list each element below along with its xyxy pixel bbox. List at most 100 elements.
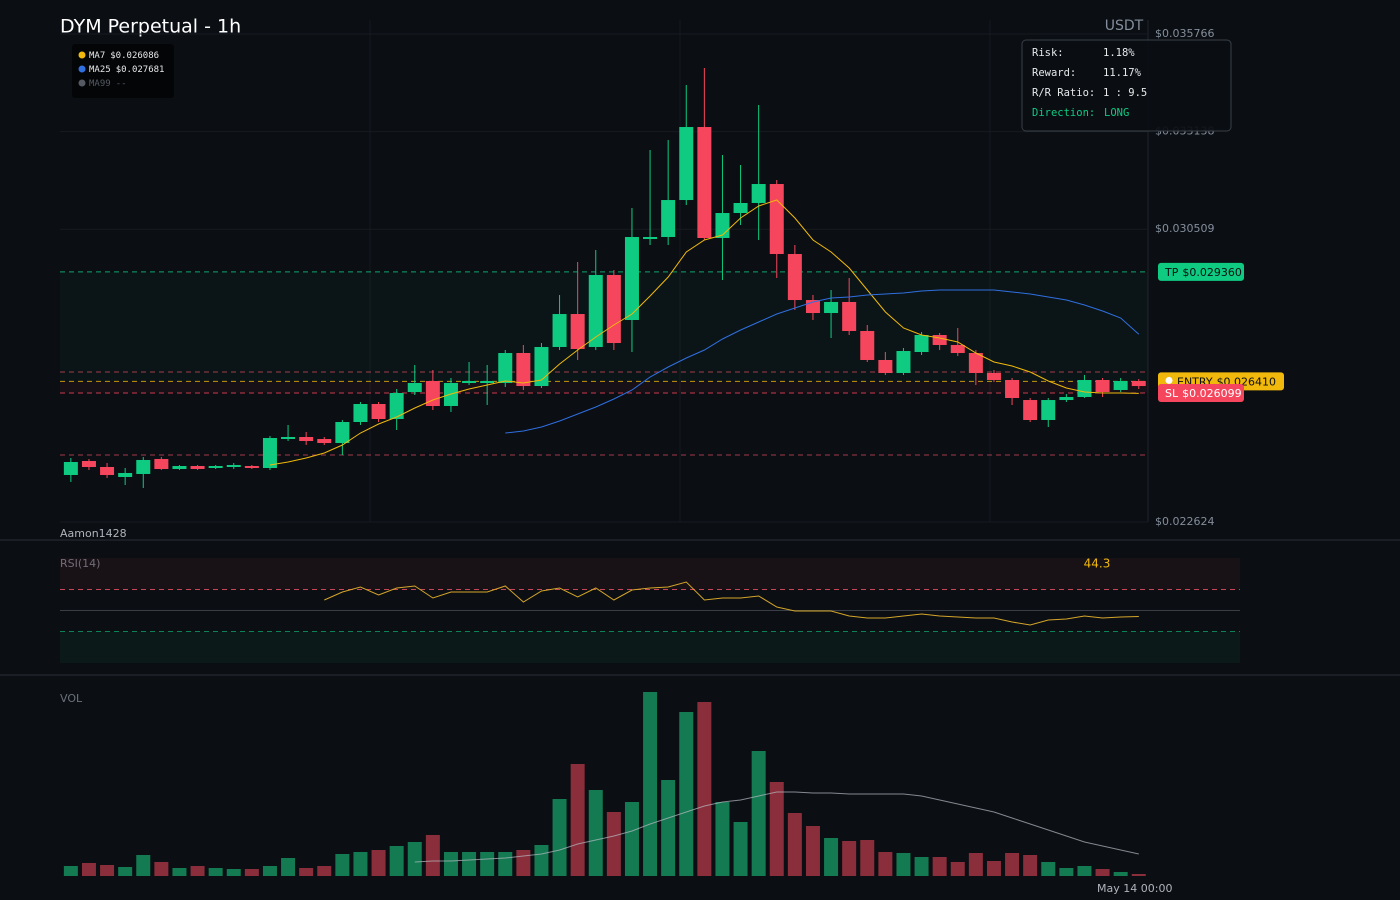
volume-bar	[226, 869, 241, 876]
candle-body	[136, 459, 151, 474]
candle-body	[244, 466, 259, 469]
volume-bar	[1131, 874, 1146, 876]
volume-bar	[715, 802, 730, 876]
candle-body	[498, 353, 513, 384]
volume-bar	[1005, 853, 1020, 876]
rsi-title: RSI(14)	[60, 557, 100, 570]
legend-dot	[78, 51, 86, 59]
volume-bar	[81, 863, 96, 876]
volume-bar	[443, 852, 458, 876]
candle-body	[371, 403, 386, 419]
candle-body	[1095, 380, 1110, 392]
volume-bar	[986, 861, 1001, 876]
legend-name: MA99	[89, 79, 111, 89]
volume-bar	[1041, 862, 1056, 876]
volume-bar	[950, 862, 965, 876]
volume-bar	[1023, 855, 1038, 876]
volume-bar	[751, 751, 766, 876]
volume-bar	[805, 826, 820, 876]
candle-body	[281, 437, 296, 440]
candle-body	[914, 334, 929, 353]
risk-label: Reward:	[1032, 67, 1076, 79]
volume-bar	[208, 868, 223, 876]
candle-body	[317, 439, 332, 444]
candle-body	[588, 274, 603, 347]
volume-bar	[914, 857, 929, 876]
candle-body	[1059, 397, 1074, 401]
level-tag	[1158, 383, 1244, 402]
volume-bar	[624, 802, 639, 876]
candle-body	[661, 200, 676, 238]
volume-bar	[136, 855, 151, 876]
volume-bar	[172, 868, 187, 876]
volume-bar	[860, 840, 875, 876]
legend-entry: MA25 $0.027681	[89, 65, 164, 75]
candle-body	[154, 458, 169, 470]
candle-body	[715, 213, 730, 239]
candle-body	[950, 344, 965, 354]
volume-bar	[534, 845, 549, 876]
candle-body	[480, 381, 495, 384]
volume-bar	[842, 841, 857, 876]
volume-bar	[317, 866, 332, 876]
volume-bar	[335, 854, 350, 876]
rsi-value: 44.3	[1084, 557, 1111, 571]
overbought-zone	[60, 558, 1240, 590]
quote-currency: USDT	[1105, 18, 1144, 34]
volume-bar	[190, 866, 205, 876]
volume-bar	[1077, 866, 1092, 876]
volume-bar	[371, 850, 386, 876]
candle-body	[1113, 381, 1128, 390]
candle-body	[226, 465, 241, 468]
candle-body	[606, 274, 621, 344]
volume-bar	[697, 702, 712, 876]
candle-body	[570, 314, 585, 349]
risk-label: Direction:	[1032, 107, 1095, 119]
volume-bar	[100, 865, 115, 876]
volume-bar	[896, 853, 911, 876]
entry-dot	[1165, 376, 1173, 384]
volume-bar	[154, 862, 169, 876]
candle-body	[118, 472, 133, 477]
y-tick-label: $0.035766	[1155, 27, 1215, 40]
candle-body	[208, 466, 223, 469]
candle-body	[932, 334, 947, 345]
level-name: SL	[1165, 387, 1179, 400]
volume-bar	[661, 780, 676, 876]
volume-bar	[932, 857, 947, 876]
volume-bar	[570, 764, 585, 876]
legend-name: MA25	[89, 65, 111, 75]
candle-body	[299, 437, 314, 442]
level-name: TP	[1164, 266, 1179, 279]
risk-value: 11.17%	[1103, 67, 1142, 79]
volume-bar	[407, 842, 422, 876]
candle-body	[407, 383, 422, 392]
risk-panel	[1021, 39, 1232, 132]
risk-value: 1.18%	[1103, 47, 1135, 59]
volume-bar	[389, 846, 404, 876]
volume-bar	[1059, 868, 1074, 876]
volume-bar	[588, 790, 603, 876]
volume-bar	[118, 867, 133, 876]
candle-body	[643, 237, 658, 240]
candle-body	[968, 353, 983, 373]
chart-title: DYM Perpetual - 1h	[60, 16, 241, 38]
volume-bar	[480, 852, 495, 876]
volume-bar	[63, 866, 78, 876]
candle-body	[190, 466, 205, 470]
candle-body	[787, 254, 802, 301]
candle-body	[63, 461, 78, 475]
vol-title: VOL	[60, 692, 83, 705]
ma-legend-box	[72, 44, 174, 98]
candle-body	[733, 202, 748, 214]
ma-line	[505, 289, 1140, 434]
candle-body	[878, 359, 893, 373]
candle-body	[462, 381, 477, 384]
volume-bar	[606, 812, 621, 876]
y-tick-label: $0.030509	[1155, 222, 1215, 235]
legend-dot	[78, 79, 86, 87]
candle-body	[842, 301, 857, 331]
candle-body	[1023, 400, 1038, 420]
oversold-zone	[60, 631, 1240, 663]
volume-bar	[1095, 869, 1110, 876]
